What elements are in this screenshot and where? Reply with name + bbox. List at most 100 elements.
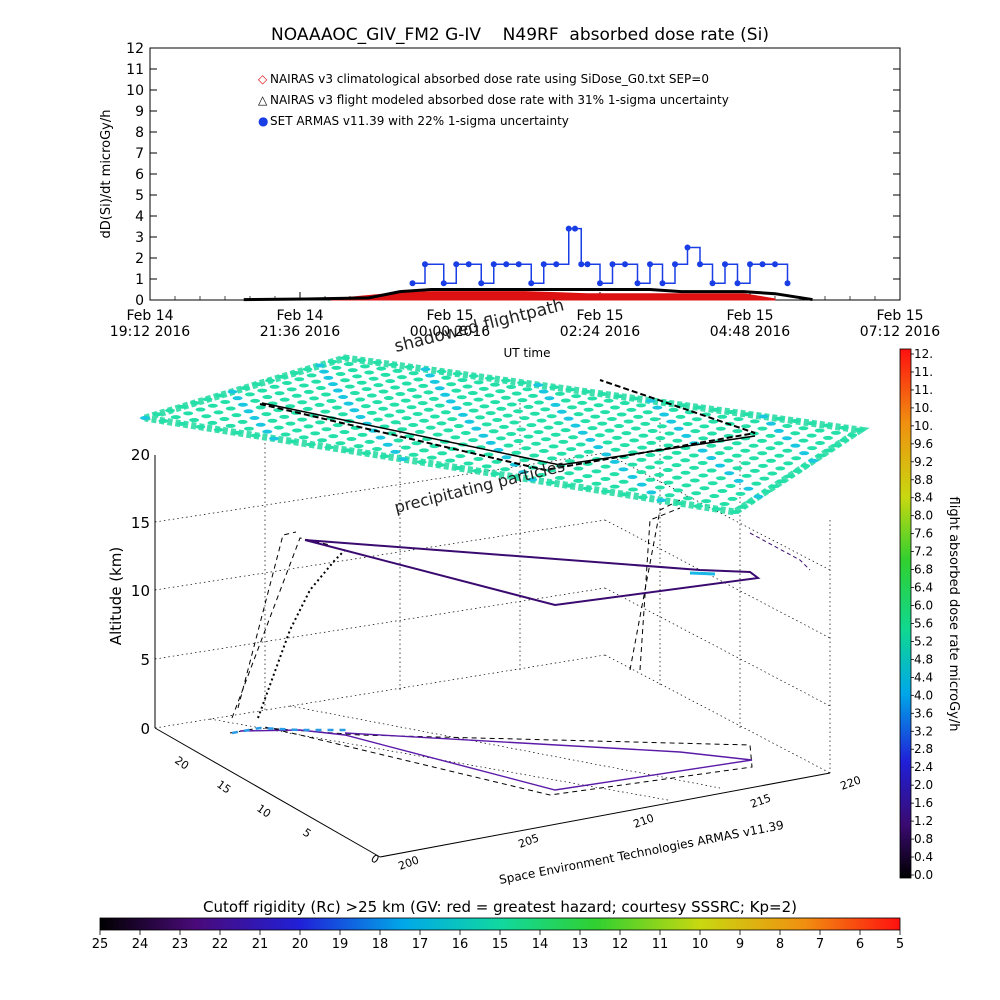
particle-dot	[784, 474, 795, 479]
longitude-tick: 200	[397, 853, 421, 872]
particle-dot	[140, 416, 150, 420]
particle-dot	[481, 464, 492, 469]
dose-tick-label: 4.4	[914, 670, 933, 684]
particle-dot	[612, 435, 623, 440]
particle-dot	[503, 443, 514, 448]
particle-dot	[426, 455, 437, 460]
particle-dot	[714, 451, 725, 456]
armas-point	[578, 261, 585, 268]
particle-dot	[642, 410, 653, 415]
particle-dot	[610, 447, 621, 452]
dose-tick-label: 12.	[914, 347, 933, 361]
rigidity-colorbar: Cutoff rigidity (Rc) >25 km (GV: red = g…	[92, 898, 904, 952]
particle-dot	[591, 481, 602, 486]
particle-dot	[408, 422, 419, 427]
particle-dot	[748, 456, 759, 461]
particle-dot	[672, 438, 683, 443]
particle-dot	[378, 406, 389, 411]
y-tick-label: 10	[126, 83, 144, 99]
particle-dot	[441, 375, 452, 380]
particle-dot	[740, 461, 751, 466]
particle-dot	[751, 481, 762, 486]
precipitating-particles-annotation: precipitating particles	[392, 456, 566, 517]
particle-dot	[600, 410, 611, 415]
particle-dot	[343, 362, 354, 367]
armas-point	[609, 261, 616, 268]
latitude-tick: 10	[254, 802, 273, 821]
particle-dot	[250, 433, 261, 438]
armas-point	[634, 280, 641, 287]
particle-dot	[500, 467, 511, 472]
rigidity-tick-label: 10	[692, 937, 709, 952]
particle-dot	[671, 450, 682, 455]
particle-dot	[279, 414, 290, 419]
particle-dot	[761, 489, 772, 494]
y-tick-label: 9	[135, 104, 144, 120]
particle-dot	[484, 376, 495, 381]
armas-point	[572, 225, 578, 232]
particle-dot	[215, 393, 225, 398]
particle-dot	[311, 379, 322, 384]
particle-dot	[274, 391, 285, 396]
particle-dot	[321, 427, 332, 432]
armas-point	[422, 261, 428, 268]
x-tick-label-date: Feb 15	[726, 308, 773, 324]
x-tick-label-time: 00:00 2016	[410, 324, 491, 340]
particle-dot	[265, 378, 275, 383]
latitude-tick: 5	[300, 826, 313, 841]
particle-dot	[689, 478, 700, 483]
particle-dot	[662, 455, 673, 460]
particle-dot	[451, 406, 462, 411]
particle-dot	[733, 478, 744, 483]
rigidity-tick-label: 6	[856, 937, 864, 952]
armas-point	[722, 261, 728, 268]
longitude-tick: 210	[632, 811, 656, 830]
particle-dot	[662, 468, 673, 473]
armas-point	[553, 261, 560, 268]
particle-dot	[741, 424, 752, 429]
particle-dot	[207, 403, 218, 408]
dose-tick-label: 4.0	[914, 688, 933, 702]
particle-dot	[723, 458, 734, 463]
particle-dot	[419, 418, 430, 423]
particle-dot	[356, 358, 367, 363]
particle-dot	[630, 426, 641, 431]
particle-dot	[227, 389, 238, 394]
particle-dot	[573, 412, 584, 417]
particle-dot	[540, 407, 551, 412]
particle-dot	[489, 382, 500, 387]
particle-dot	[550, 432, 561, 437]
particle-dot	[511, 391, 522, 396]
particle-dot	[255, 422, 266, 427]
particle-dot	[823, 448, 834, 453]
particle-dot	[609, 405, 620, 410]
particle-dot	[765, 446, 776, 451]
particle-dot	[423, 390, 434, 395]
particle-dot	[748, 443, 759, 448]
particle-dot	[393, 438, 404, 443]
particle-dot	[390, 420, 401, 425]
particle-dot	[309, 396, 320, 401]
particle-dot	[694, 405, 705, 410]
particle-dot	[488, 429, 499, 434]
particle-dot	[298, 383, 309, 388]
armas-point	[709, 280, 716, 287]
armas-point	[647, 261, 653, 268]
x-tick-label-date: Feb 15	[426, 308, 473, 324]
altitude-tick: 10	[131, 582, 150, 600]
rigidity-tick-label: 14	[532, 937, 549, 952]
particle-dot	[219, 417, 230, 422]
particle-dot	[830, 430, 841, 435]
particle-dot	[773, 428, 784, 433]
rigidity-colorbar-ticks: 25 24 23 22 21 20 19 18 17 16 15 14 13 12 11 10 9 8 7 6 5	[92, 930, 904, 952]
particle-dot	[556, 451, 567, 456]
particle-dot	[319, 369, 330, 374]
particle-dot	[798, 426, 809, 431]
x-tick-label-date: Feb 14	[126, 308, 173, 324]
x-tick-label-date: Feb 14	[276, 308, 323, 324]
particle-dot	[467, 391, 478, 396]
particle-dot	[261, 412, 272, 417]
particle-dot	[165, 408, 175, 413]
particle-dot	[340, 356, 350, 360]
dose-tick-label: 0.0	[914, 868, 933, 882]
